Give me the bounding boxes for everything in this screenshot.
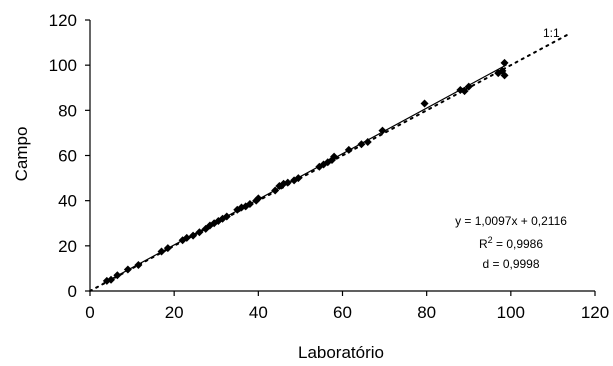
- data-point: [344, 145, 353, 154]
- r-squared-prefix: R: [479, 237, 488, 251]
- data-point: [134, 261, 143, 270]
- x-tick-label: 40: [249, 303, 268, 322]
- data-point: [245, 200, 254, 209]
- x-tick-label: 80: [417, 303, 436, 322]
- data-point: [189, 231, 198, 240]
- regression-equation: y = 1,0097x + 0,2116: [455, 214, 567, 228]
- data-point: [464, 82, 473, 91]
- y-tick-label: 60: [58, 147, 77, 166]
- y-tick-label: 0: [68, 282, 77, 301]
- y-tick-label: 40: [58, 192, 77, 211]
- data-point: [107, 275, 116, 284]
- data-point: [195, 228, 204, 237]
- x-tick-label: 20: [165, 303, 184, 322]
- x-tick-label: 60: [333, 303, 352, 322]
- data-point: [254, 194, 263, 203]
- data-point: [271, 186, 280, 195]
- y-axis-label: Campo: [12, 127, 31, 182]
- plot-marks: [89, 32, 571, 292]
- data-point: [157, 247, 166, 256]
- data-point: [363, 137, 372, 146]
- data-point: [222, 212, 231, 221]
- data-point: [330, 152, 339, 161]
- identity-line-label: 1:1: [543, 26, 560, 40]
- data-point: [420, 99, 429, 108]
- data-point: [500, 58, 509, 67]
- y-tick-label: 20: [58, 237, 77, 256]
- x-tick-label: 0: [85, 303, 94, 322]
- data-point: [500, 71, 509, 80]
- r-squared-value: = 0,9986: [493, 237, 544, 251]
- x-tick-label: 100: [497, 303, 525, 322]
- y-tick-label: 120: [49, 11, 77, 30]
- willmott-d: d = 0,9998: [482, 257, 539, 271]
- data-point: [113, 271, 122, 280]
- data-point: [123, 265, 132, 274]
- y-tick-label: 100: [49, 56, 77, 75]
- data-point: [378, 126, 387, 135]
- x-axis-label: Laboratório: [298, 343, 384, 362]
- data-point: [357, 140, 366, 149]
- y-tick-label: 80: [58, 101, 77, 120]
- tick-labels: 0 20 40 60 80 100 120 0 20 40 60 80 100 120: [49, 11, 610, 322]
- x-tick-label: 120: [581, 303, 609, 322]
- axes: [85, 19, 596, 296]
- data-point: [182, 233, 191, 242]
- data-point: [460, 87, 469, 96]
- data-point: [163, 244, 172, 253]
- data-point: [294, 174, 303, 183]
- r-squared-sup: 2: [488, 235, 493, 245]
- r-squared: R2 = 0,9986: [479, 235, 543, 251]
- data-point: [283, 178, 292, 187]
